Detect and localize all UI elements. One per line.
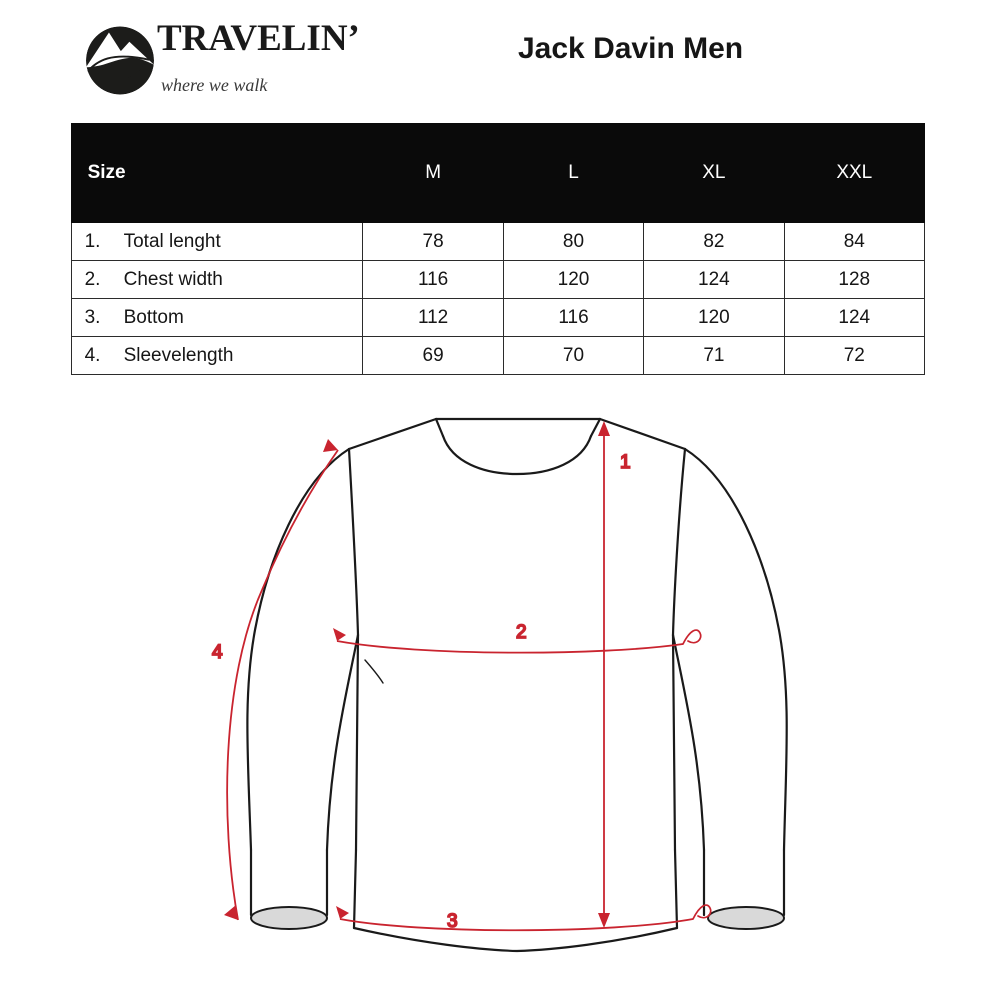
svg-text:1: 1 bbox=[620, 452, 631, 473]
svg-text:2: 2 bbox=[516, 622, 527, 643]
svg-text:4: 4 bbox=[212, 642, 223, 663]
svg-text:3: 3 bbox=[447, 911, 458, 932]
